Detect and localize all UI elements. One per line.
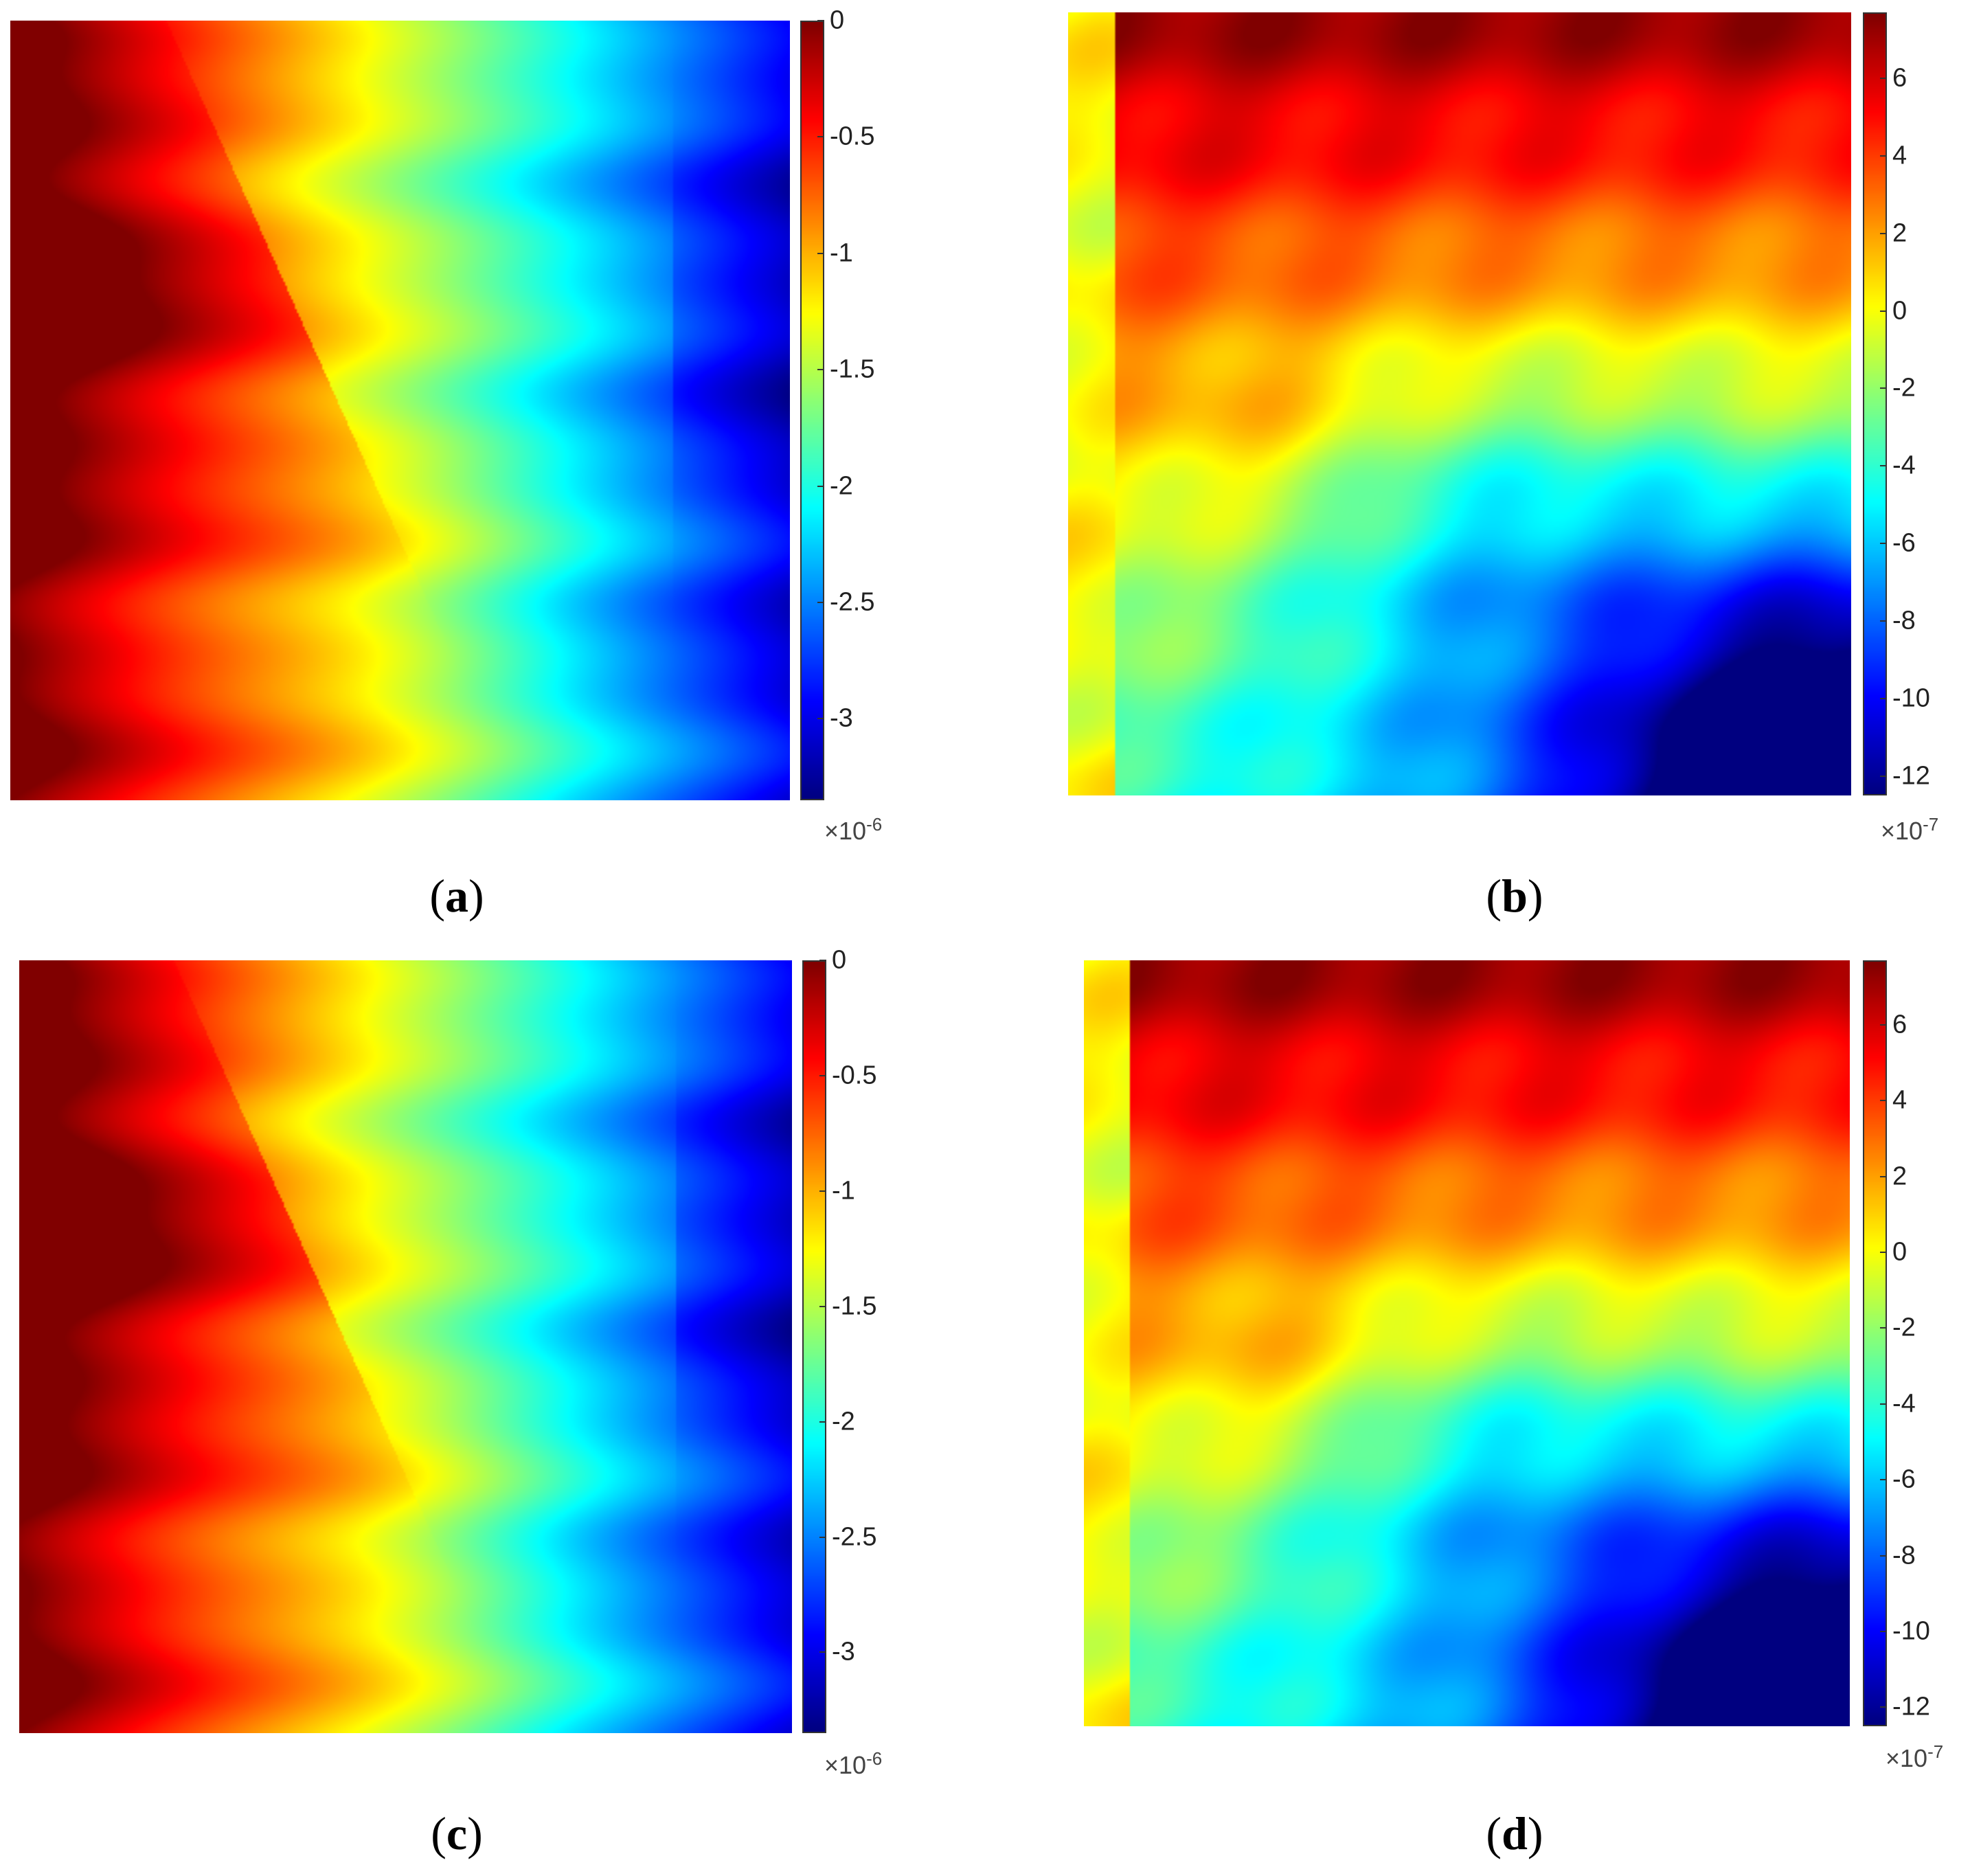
- colorbar-tick-mark: [1880, 1479, 1887, 1481]
- colorbar-tick-label: -8: [1892, 1541, 1916, 1570]
- colorbar-frame: [1863, 12, 1887, 795]
- colorbar-frame: [800, 21, 824, 800]
- colorbar-c-multiplier: ×10-6: [824, 1748, 883, 1779]
- colorbar-tick-label: -0.5: [830, 122, 875, 151]
- colorbar-tick-mark: [1880, 543, 1887, 545]
- colorbar-tick-mark: [1880, 1175, 1887, 1177]
- colorbar-tick-label: 6: [1892, 1010, 1907, 1039]
- colorbar-tick-mark: [819, 1421, 826, 1423]
- colorbar-a: 0 -0.5 -1 -1.5 -2 -2.5 -3: [800, 6, 874, 800]
- colorbar-tick-label: 2: [1892, 218, 1907, 248]
- colorbar-tick-mark: [1880, 1555, 1887, 1557]
- colorbar-tick-label: -1.5: [832, 1291, 877, 1321]
- colorbar-frame: [802, 960, 826, 1733]
- heatmap-d: [1084, 960, 1850, 1726]
- heatmap-a: [10, 21, 790, 800]
- colorbar-tick-label: -4: [1892, 1389, 1916, 1419]
- heatmap-c-image: [19, 960, 792, 1733]
- colorbar-tick-label: -2.5: [830, 587, 875, 617]
- colorbar-tick-label: -1: [830, 238, 853, 268]
- colorbar-tick-label: 0: [1892, 1237, 1907, 1267]
- colorbar-tick-label: -4: [1892, 451, 1916, 480]
- colorbar-b-multiplier: ×10-7: [1881, 814, 1939, 845]
- colorbar-tick-label: -6: [1892, 528, 1916, 558]
- colorbar-tick-mark: [1880, 310, 1887, 312]
- colorbar-tick-label: 6: [1892, 63, 1907, 93]
- colorbar-tick-label: 4: [1892, 141, 1907, 170]
- colorbar-tick-label: -12: [1892, 761, 1930, 791]
- colorbar-tick-label: -6: [1892, 1465, 1916, 1494]
- colorbar-tick-mark: [1880, 387, 1887, 389]
- colorbar-tick-label: -2.5: [832, 1522, 877, 1552]
- colorbar-gradient: [1863, 12, 1887, 795]
- colorbar-tick-label: 2: [1892, 1162, 1907, 1191]
- colorbar-a-multiplier: ×10-6: [824, 814, 883, 845]
- caption-d: (d): [1486, 1807, 1543, 1860]
- colorbar-tick-mark: [1880, 775, 1887, 777]
- colorbar-tick-mark: [1880, 1327, 1887, 1329]
- colorbar-tick-label: -1.5: [830, 354, 875, 384]
- colorbar-b: 6 4 2 0 -2 -4 -6 -8 -10 -12: [1863, 12, 1930, 795]
- colorbar-d-multiplier: ×10-7: [1886, 1741, 1944, 1772]
- colorbar-tick-mark: [817, 369, 824, 371]
- colorbar-gradient: [800, 21, 824, 800]
- colorbar-tick-mark: [1880, 232, 1887, 234]
- heatmap-c: [19, 960, 792, 1733]
- colorbar-tick-mark: [819, 1190, 826, 1192]
- caption-b: (b): [1486, 870, 1543, 922]
- colorbar-tick-mark: [1880, 620, 1887, 622]
- colorbar-tick-mark: [1880, 1252, 1887, 1254]
- colorbar-tick-mark: [1880, 77, 1887, 79]
- colorbar-tick-mark: [819, 1305, 826, 1307]
- colorbar-gradient: [802, 960, 826, 1733]
- colorbar-tick-mark: [819, 1536, 826, 1538]
- colorbar-tick-mark: [1880, 1024, 1887, 1026]
- colorbar-tick-mark: [817, 602, 824, 603]
- heatmap-b-image: [1068, 12, 1851, 795]
- colorbar-tick-label: 0: [1892, 296, 1907, 326]
- colorbar-tick-label: -8: [1892, 606, 1916, 635]
- colorbar-tick-mark: [1880, 1706, 1887, 1708]
- colorbar-tick-mark: [1880, 1403, 1887, 1405]
- colorbar-tick-mark: [817, 718, 824, 720]
- colorbar-tick-label: -1: [832, 1176, 855, 1206]
- colorbar-tick-mark: [817, 20, 824, 21]
- colorbar-tick-label: -10: [1892, 683, 1930, 713]
- colorbar-tick-mark: [817, 252, 824, 254]
- colorbar-frame: [1863, 960, 1887, 1726]
- colorbar-d: 6 4 2 0 -2 -4 -6 -8 -10 -12: [1863, 960, 1930, 1726]
- colorbar-tick-mark: [819, 1074, 826, 1076]
- colorbar-tick-label: -2: [830, 471, 853, 501]
- colorbar-tick-label: -2: [1892, 373, 1916, 403]
- colorbar-tick-mark: [1880, 155, 1887, 157]
- colorbar-tick-label: -3: [830, 703, 853, 733]
- colorbar-tick-mark: [1880, 465, 1887, 467]
- colorbar-tick-label: 0: [830, 5, 845, 35]
- colorbar-tick-label: 0: [832, 945, 847, 975]
- colorbar-tick-label: -0.5: [832, 1061, 877, 1090]
- colorbar-tick-mark: [819, 1651, 826, 1653]
- colorbar-tick-label: 4: [1892, 1085, 1907, 1115]
- colorbar-tick-mark: [817, 485, 824, 487]
- colorbar-tick-label: -2: [1892, 1313, 1916, 1342]
- colorbar-c: 0 -0.5 -1 -1.5 -2 -2.5 -3: [802, 946, 876, 1733]
- colorbar-tick-label: -3: [832, 1637, 855, 1666]
- heatmap-a-image: [10, 21, 790, 800]
- colorbar-tick-label: -2: [832, 1407, 855, 1436]
- colorbar-tick-label: -12: [1892, 1692, 1930, 1721]
- colorbar-gradient: [1863, 960, 1887, 1726]
- colorbar-tick-mark: [1880, 1631, 1887, 1632]
- caption-c: (c): [431, 1807, 483, 1860]
- colorbar-tick-mark: [1880, 1100, 1887, 1102]
- colorbar-tick-label: -10: [1892, 1616, 1930, 1646]
- heatmap-d-image: [1084, 960, 1850, 1726]
- colorbar-tick-mark: [1880, 697, 1887, 699]
- caption-a: (a): [429, 870, 484, 922]
- heatmap-b: [1068, 12, 1851, 795]
- colorbar-tick-mark: [819, 960, 826, 961]
- colorbar-tick-mark: [817, 136, 824, 138]
